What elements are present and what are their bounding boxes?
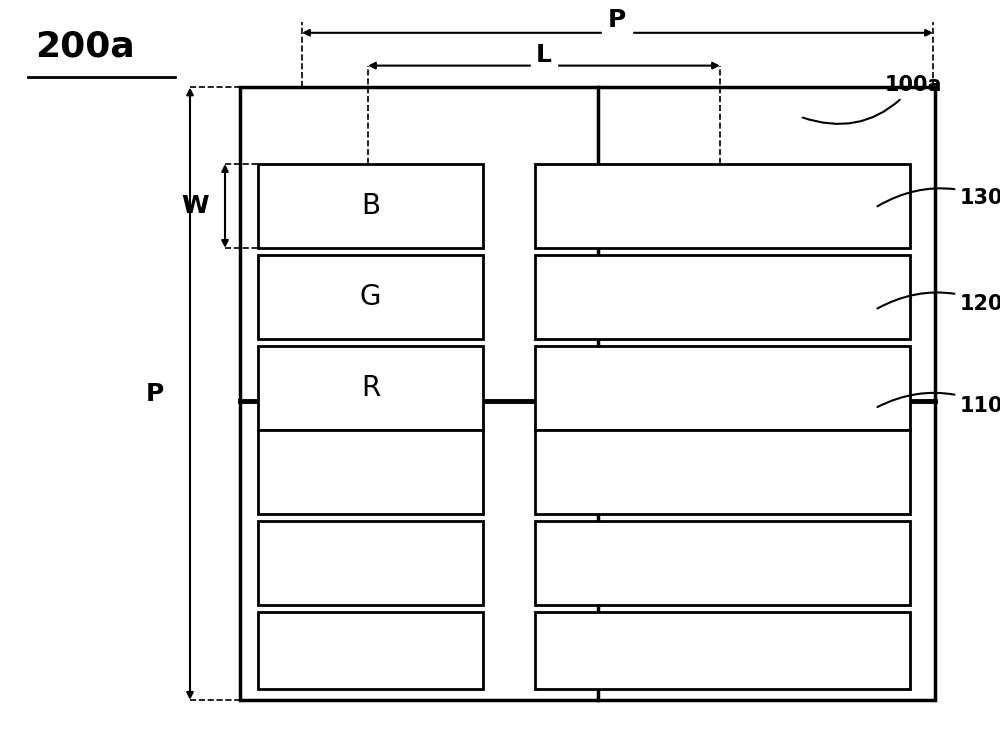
Text: 100a: 100a xyxy=(803,75,942,124)
Bar xyxy=(535,430,910,514)
Bar xyxy=(535,255,910,339)
Text: 130a: 130a xyxy=(877,188,1000,208)
Text: L: L xyxy=(536,43,552,66)
Text: P: P xyxy=(608,9,626,32)
Bar xyxy=(258,255,483,339)
Bar xyxy=(258,521,483,605)
Bar xyxy=(258,346,483,430)
Text: 110a: 110a xyxy=(877,393,1000,416)
Bar xyxy=(258,430,483,514)
Bar xyxy=(535,521,910,605)
Bar xyxy=(535,612,910,689)
Text: R: R xyxy=(361,374,380,402)
Text: 200a: 200a xyxy=(35,29,135,63)
Text: B: B xyxy=(361,192,380,220)
Bar xyxy=(258,612,483,689)
Text: W: W xyxy=(181,195,209,218)
Bar xyxy=(535,346,910,430)
Text: 120a: 120a xyxy=(877,292,1000,313)
Text: P: P xyxy=(146,382,164,405)
Text: G: G xyxy=(360,283,381,311)
Bar xyxy=(258,164,483,248)
Bar xyxy=(535,164,910,248)
Bar xyxy=(240,87,935,700)
